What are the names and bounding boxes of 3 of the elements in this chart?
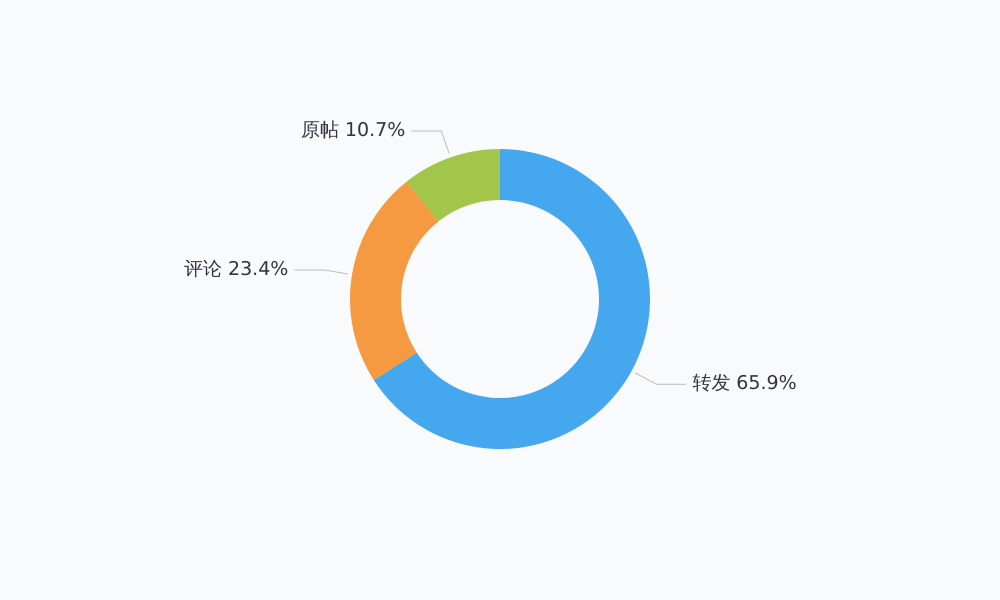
slice-label: 评论 23.4% xyxy=(184,258,288,280)
slice-label: 原帖 10.7% xyxy=(300,118,406,141)
slice-label: 转发 65.9% xyxy=(692,372,797,394)
